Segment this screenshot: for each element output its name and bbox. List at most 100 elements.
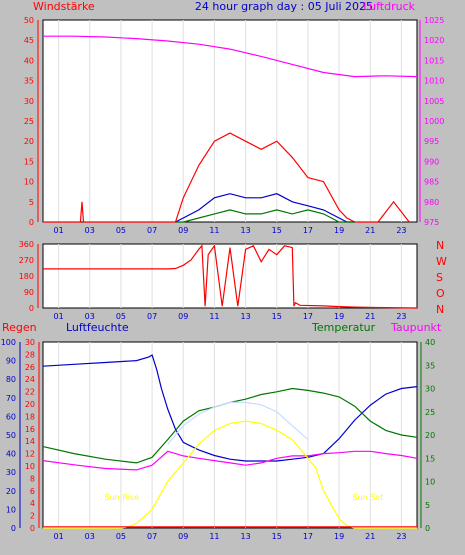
humidity-y-tick-3: 30 <box>6 468 16 477</box>
rain-label: Regen <box>2 321 37 334</box>
dir-y-tick-4: 360 <box>19 240 34 249</box>
humidity-y-tick-7: 70 <box>6 394 16 403</box>
temp-y-tick-0: 0 <box>425 524 430 533</box>
dir-x-tick-19: 19 <box>334 312 344 321</box>
weather-x-tick-17: 17 <box>303 532 313 541</box>
pressure-y-tick-7: 1010 <box>424 77 444 86</box>
direction-plot-area <box>42 243 418 309</box>
pressure-y-tick-1: 980 <box>424 198 439 207</box>
weather-x-tick-15: 15 <box>272 532 282 541</box>
dir-x-tick-07: 07 <box>147 312 157 321</box>
rain-y-tick-11: 22 <box>25 388 35 397</box>
wind-x-tick-19: 19 <box>334 226 344 235</box>
dir-y-tick-2: 180 <box>19 272 34 281</box>
dir-x-tick-17: 17 <box>303 312 313 321</box>
humidity-y-tick-1: 10 <box>6 505 16 514</box>
dir-y-tick-0: 0 <box>29 304 34 313</box>
wind-x-tick-15: 15 <box>272 226 282 235</box>
rain-y-tick-5: 10 <box>25 462 35 471</box>
dir-x-tick-21: 21 <box>365 312 375 321</box>
wind-plot-area <box>42 19 418 223</box>
dir-label-o: O <box>436 287 445 300</box>
humidity-y-tick-0: 0 <box>11 524 16 533</box>
pressure-y-tick-0: 975 <box>424 218 439 227</box>
dir-y-tick-3: 270 <box>19 256 34 265</box>
pressure-y-tick-9: 1020 <box>424 36 444 45</box>
direction-series <box>43 244 418 309</box>
temp-y-tick-5: 25 <box>425 408 435 417</box>
rain-y-tick-15: 30 <box>25 338 35 347</box>
humidity-y-tick-9: 90 <box>6 357 16 366</box>
rain-y-tick-12: 24 <box>25 375 35 384</box>
dir-label-n-top: N <box>436 239 444 252</box>
dir-x-tick-23: 23 <box>396 312 406 321</box>
rain-y-tick-8: 16 <box>25 425 35 434</box>
wind-x-tick-11: 11 <box>209 226 219 235</box>
wind-y-tick-10: 50 <box>24 16 34 25</box>
wind-series-red <box>43 132 410 223</box>
wind-x-tick-05: 05 <box>116 226 126 235</box>
weather-x-tick-01: 01 <box>53 532 63 541</box>
rain-y-tick-2: 4 <box>30 499 35 508</box>
weather-x-tick-05: 05 <box>116 532 126 541</box>
weather-x-tick-09: 09 <box>178 532 188 541</box>
wind-series-magenta <box>43 35 418 78</box>
pressure-y-tick-8: 1015 <box>424 56 444 65</box>
weather-x-tick-11: 11 <box>209 532 219 541</box>
rain-y-tick-9: 18 <box>25 412 35 421</box>
pressure-y-tick-2: 985 <box>424 178 439 187</box>
wind-x-tick-17: 17 <box>303 226 313 235</box>
dir-label-n-bottom: N <box>436 303 444 316</box>
rain-y-tick-3: 6 <box>30 487 35 496</box>
pressure-y-tick-3: 990 <box>424 157 439 166</box>
wind-y-tick-1: 5 <box>29 198 34 207</box>
dir-label-w: W <box>436 255 447 268</box>
humidity-y-tick-2: 20 <box>6 487 16 496</box>
humidity-y-tick-6: 60 <box>6 412 16 421</box>
wind-x-tick-03: 03 <box>85 226 95 235</box>
wind-y-tick-8: 40 <box>24 56 34 65</box>
wind-series-blue <box>175 193 355 223</box>
weather-series-magenta <box>42 450 418 471</box>
temp-y-tick-6: 30 <box>425 385 435 394</box>
wind-x-tick-09: 09 <box>178 226 188 235</box>
rain-y-tick-1: 2 <box>30 512 35 521</box>
weather-series-blue <box>42 354 418 462</box>
wind-x-tick-07: 07 <box>147 226 157 235</box>
wind-series-green <box>175 209 355 223</box>
wind-y-tick-2: 10 <box>24 178 34 187</box>
dir-y-tick-1: 90 <box>24 288 34 297</box>
rain-y-tick-6: 12 <box>25 450 35 459</box>
rain-y-tick-10: 20 <box>25 400 35 409</box>
dewpoint-label: Taupunkt <box>390 321 442 334</box>
temp-y-tick-1: 5 <box>425 501 430 510</box>
sunset-label: Sun Set <box>352 493 383 502</box>
rain-y-tick-4: 8 <box>30 474 35 483</box>
wind-x-tick-13: 13 <box>240 226 250 235</box>
temp-y-tick-8: 40 <box>425 338 435 347</box>
rain-y-tick-13: 26 <box>25 363 35 372</box>
rain-y-tick-14: 28 <box>25 350 35 359</box>
pressure-y-tick-4: 995 <box>424 137 439 146</box>
weather-x-tick-07: 07 <box>147 532 157 541</box>
wind-y-tick-9: 45 <box>24 36 34 45</box>
wind-y-tick-5: 25 <box>24 117 34 126</box>
temp-y-tick-2: 10 <box>425 478 435 487</box>
wind-y-tick-6: 30 <box>24 97 34 106</box>
weather-x-tick-13: 13 <box>240 532 250 541</box>
pressure-y-tick-5: 1000 <box>424 117 444 126</box>
dir-x-tick-09: 09 <box>178 312 188 321</box>
wind-x-tick-21: 21 <box>365 226 375 235</box>
weather-x-tick-23: 23 <box>396 532 406 541</box>
weather-series-yellow <box>43 420 417 529</box>
weather-series-lightblue <box>167 401 309 445</box>
wind-x-tick-23: 23 <box>396 226 406 235</box>
humidity-y-tick-10: 100 <box>1 338 16 347</box>
weather-x-tick-21: 21 <box>365 532 375 541</box>
humidity-y-tick-8: 80 <box>6 375 16 384</box>
weather-x-tick-19: 19 <box>334 532 344 541</box>
dir-x-tick-05: 05 <box>116 312 126 321</box>
rain-y-tick-7: 14 <box>25 437 35 446</box>
humidity-y-tick-4: 40 <box>6 450 16 459</box>
dir-x-tick-11: 11 <box>209 312 219 321</box>
